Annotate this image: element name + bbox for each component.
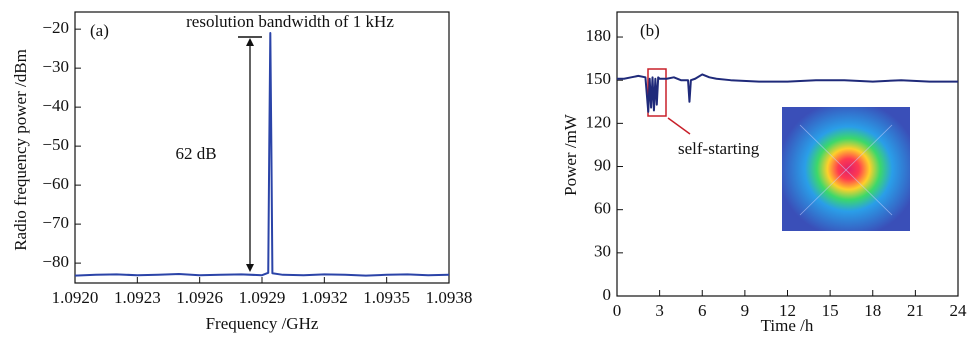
- y-tick-label: 30: [594, 242, 611, 261]
- x-tick-label: 1.0938: [426, 288, 473, 307]
- x-tick-label: 9: [741, 301, 750, 320]
- y-tick-label: −20: [42, 18, 69, 37]
- data-line: [617, 74, 958, 111]
- x-tick-label: 12: [779, 301, 796, 320]
- y-tick-label: −40: [42, 96, 69, 115]
- figure: (a) resolution bandwidth of 1 kHz 62 dB …: [0, 0, 975, 337]
- annotation: resolution bandwidth of 1 kHz: [186, 12, 394, 31]
- y-tick-label: 60: [594, 199, 611, 218]
- y-tick-label: −80: [42, 252, 69, 271]
- y-tick-label: 120: [586, 112, 612, 131]
- annotation: self-starting: [678, 139, 760, 158]
- x-tick-label: 1.0926: [176, 288, 223, 307]
- y-tick-label: −70: [42, 213, 69, 232]
- panel-label: (b): [640, 21, 660, 40]
- x-tick-label: 0: [613, 301, 622, 320]
- y-axis-label: Radio frequency power /dBm: [11, 49, 30, 251]
- y-tick-label: 0: [603, 285, 612, 304]
- x-tick-label: 21: [907, 301, 924, 320]
- plot-frame: [75, 12, 449, 283]
- x-tick-label: 18: [864, 301, 881, 320]
- x-tick-label: 1.0935: [363, 288, 410, 307]
- x-axis-label: Frequency /GHz: [206, 314, 319, 333]
- y-axis-label: Power /mW: [561, 113, 580, 196]
- x-tick-label: 24: [950, 301, 968, 320]
- y-tick-label: 180: [586, 26, 612, 45]
- y-tick-label: −50: [42, 135, 69, 154]
- x-tick-label: 6: [698, 301, 707, 320]
- y-tick-label: 150: [586, 69, 612, 88]
- y-tick-label: −60: [42, 174, 69, 193]
- pointer: [668, 118, 690, 134]
- y-tick-label: 90: [594, 155, 611, 174]
- data-line: [75, 33, 449, 276]
- inset-beam-image: [782, 107, 910, 231]
- x-tick-label: 1.0923: [114, 288, 161, 307]
- x-tick-label: 3: [655, 301, 664, 320]
- y-tick-label: −30: [42, 57, 69, 76]
- x-tick-label: 1.0932: [301, 288, 348, 307]
- x-tick-label: 1.0920: [52, 288, 99, 307]
- panel-label: (a): [90, 21, 109, 40]
- annotation: 62 dB: [175, 144, 216, 163]
- x-tick-label: 1.0929: [239, 288, 286, 307]
- x-tick-label: 15: [822, 301, 839, 320]
